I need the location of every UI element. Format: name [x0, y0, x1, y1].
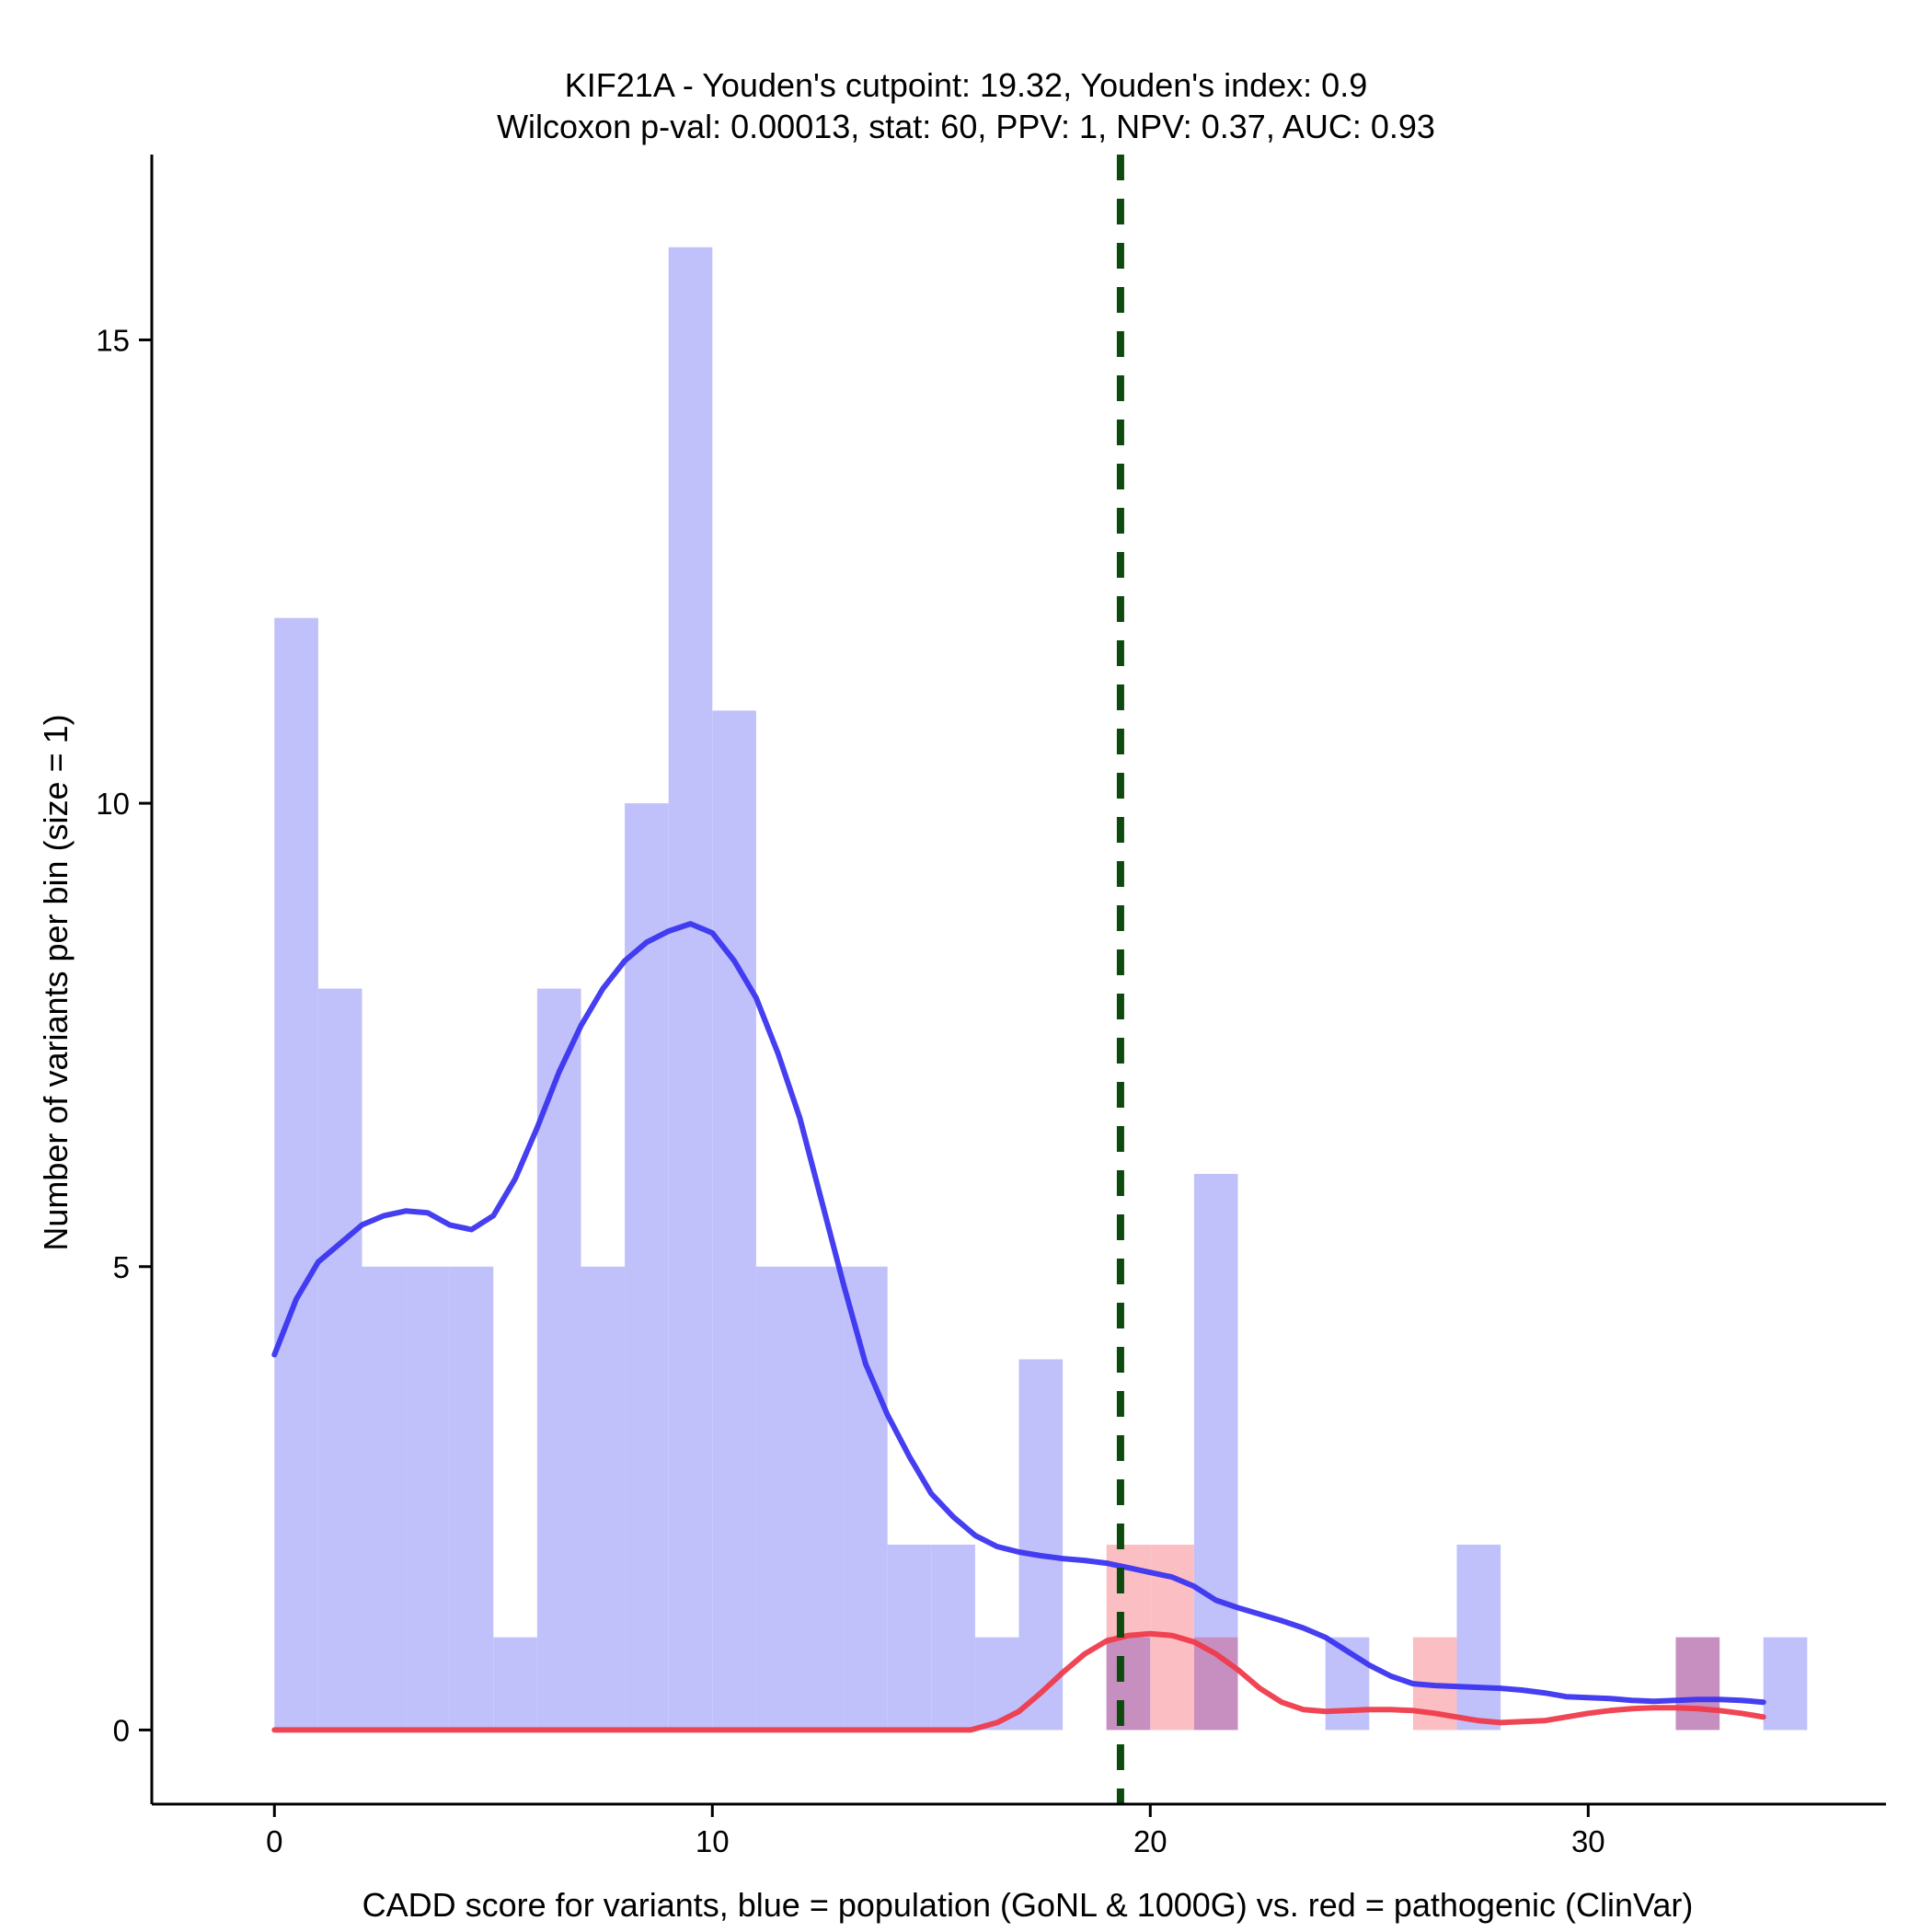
population-bar-10 [712, 710, 756, 1731]
pathogenic-bar-19 [1106, 1544, 1151, 1638]
y-axis-label: Number of variants per bin (size = 1) [37, 714, 75, 1250]
population-bar-12 [799, 1266, 845, 1731]
population-bar-34 [1763, 1637, 1808, 1731]
x-tick-label-0: 0 [266, 1824, 282, 1858]
population-bar-3 [406, 1266, 450, 1731]
population-density-line [271, 921, 1766, 1706]
population-bar-2 [362, 1266, 407, 1731]
population-bar-7 [581, 1266, 626, 1731]
population-bar-6 [536, 988, 581, 1731]
population-bar-14 [887, 1544, 932, 1731]
population-bar-1 [317, 988, 362, 1731]
population-bar-11 [755, 1266, 800, 1731]
y-tick-label-0: 0 [113, 1713, 130, 1747]
population-bar-0 [274, 617, 318, 1731]
pathogenic-density-line [271, 1630, 1766, 1733]
x-tick-label-30: 30 [1571, 1824, 1605, 1858]
overlap-bar-19 [1106, 1637, 1151, 1731]
population-bar-4 [449, 1266, 494, 1731]
pathogenic-bar-32 [1675, 1637, 1720, 1731]
population-bar-27 [1456, 1544, 1501, 1731]
chart-title-line2: Wilcoxon p-val: 0.00013, stat: 60, PPV: … [497, 108, 1435, 145]
y-tick-label-5: 5 [113, 1250, 130, 1284]
population-bar-17 [1018, 1359, 1064, 1731]
chart-title-line1: KIF21A - Youden's cutpoint: 19.32, Youde… [565, 66, 1367, 104]
population-bars [274, 247, 1808, 1731]
y-tick-label-15: 15 [96, 323, 130, 357]
x-tick-label-10: 10 [696, 1824, 730, 1858]
x-tick-label-20: 20 [1133, 1824, 1167, 1858]
axes [150, 155, 1886, 1806]
density-curves [271, 921, 1766, 1733]
population-bar-5 [493, 1637, 537, 1731]
y-tick-label-10: 10 [96, 787, 130, 821]
tick-labels: 0 10 20 30 0 5 10 15 [96, 323, 1604, 1858]
population-bar-9 [668, 247, 713, 1731]
population-bar-15 [931, 1544, 975, 1731]
population-bar-13 [844, 1266, 888, 1731]
x-axis-label: CADD score for variants, blue = populati… [362, 1886, 1694, 1924]
